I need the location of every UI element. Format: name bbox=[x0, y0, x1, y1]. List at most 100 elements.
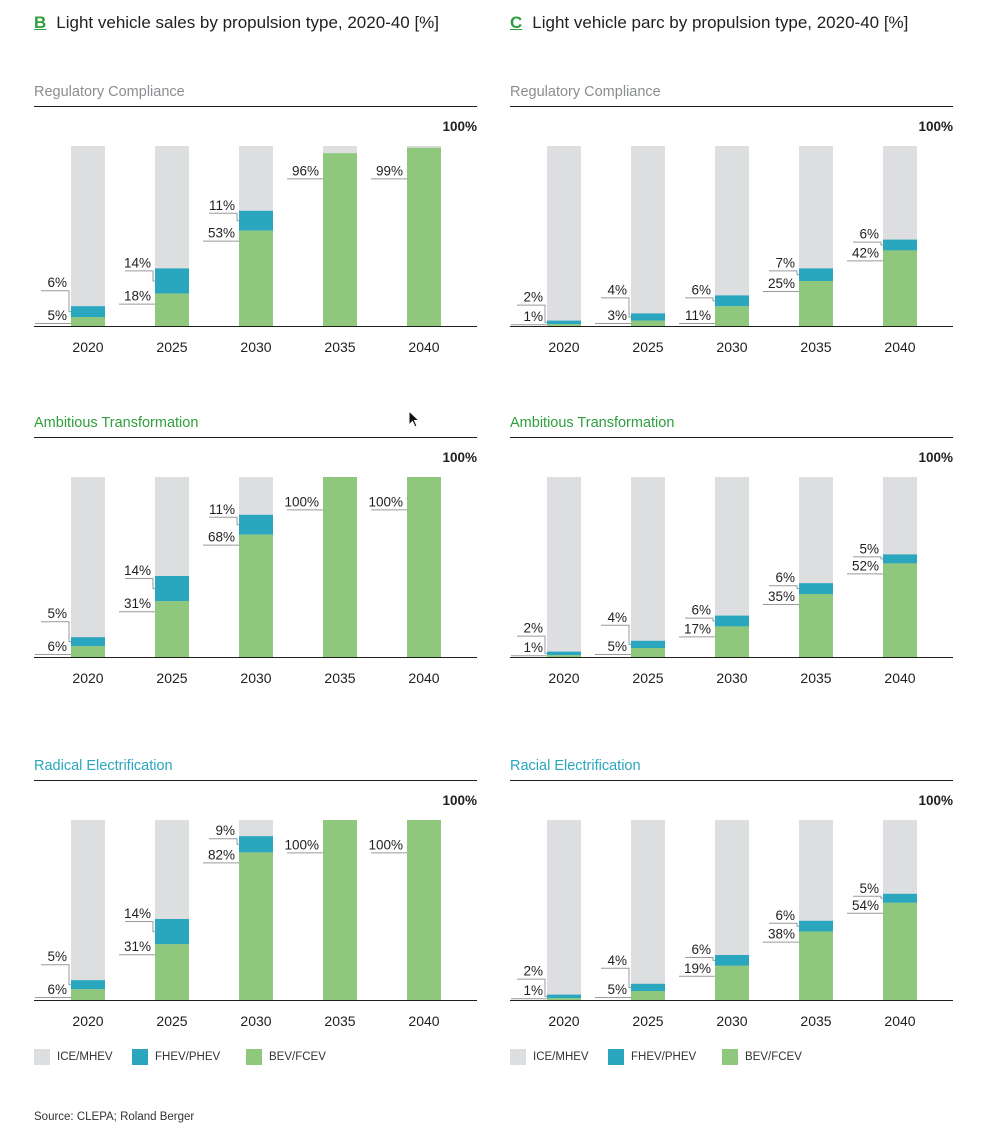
bar-bev bbox=[323, 477, 357, 657]
legend-label: ICE/MHEV bbox=[57, 1051, 113, 1063]
legend-item-ice: ICE/MHEV bbox=[510, 1049, 589, 1065]
legend-label: ICE/MHEV bbox=[533, 1051, 589, 1063]
category-label: 2025 bbox=[156, 339, 187, 355]
data-label-bev: 100% bbox=[368, 837, 403, 852]
bar-bev bbox=[407, 147, 441, 326]
leader-line bbox=[769, 270, 799, 276]
data-label-bev: 3% bbox=[607, 308, 627, 323]
leader-line bbox=[125, 921, 155, 933]
legend-swatch bbox=[722, 1049, 738, 1065]
data-label-bev: 68% bbox=[208, 530, 235, 545]
category-label: 2040 bbox=[408, 1013, 439, 1029]
bar-fhev bbox=[799, 268, 833, 281]
data-label-fhev: 4% bbox=[607, 282, 627, 297]
chart-panel-sales-radical: Radical Electrification 100% 2020 6% 5% 2025… bbox=[34, 758, 479, 1029]
bar-fhev bbox=[715, 295, 749, 307]
leader-line bbox=[601, 624, 631, 645]
bar-fhev bbox=[71, 637, 105, 647]
category-label: 2030 bbox=[240, 670, 271, 686]
data-label-fhev: 6% bbox=[775, 570, 795, 585]
bar-bev bbox=[547, 998, 581, 1000]
top-label-100: 100% bbox=[442, 793, 477, 808]
data-label-bev: 18% bbox=[124, 289, 151, 304]
data-label-bev: 5% bbox=[607, 639, 627, 654]
data-label-bev: 1% bbox=[523, 640, 543, 655]
bar-ice bbox=[631, 477, 665, 657]
top-label-100: 100% bbox=[918, 450, 953, 465]
data-label-bev: 100% bbox=[284, 837, 319, 852]
category-label: 2040 bbox=[408, 339, 439, 355]
heading-right-letter: C bbox=[510, 13, 523, 32]
bar-bev bbox=[547, 324, 581, 326]
bar-bev bbox=[799, 594, 833, 657]
data-label-fhev: 5% bbox=[859, 541, 879, 556]
divider bbox=[34, 106, 477, 107]
bar-ice bbox=[71, 477, 105, 657]
legend-swatch bbox=[510, 1049, 526, 1065]
bar-fhev bbox=[239, 514, 273, 535]
heading-left: B Light vehicle sales by propulsion type,… bbox=[34, 13, 439, 33]
bar-bev bbox=[407, 820, 441, 1000]
data-label-fhev: 5% bbox=[47, 949, 67, 964]
data-label-bev: 96% bbox=[292, 163, 319, 178]
data-label-bev: 25% bbox=[768, 276, 795, 291]
legend-item-bev: BEV/FCEV bbox=[722, 1049, 802, 1065]
leader-line bbox=[209, 838, 239, 845]
chart-svg: 100% 2020 6% 5% 2025 31% 14% 2030 68% 11% 2035 100%… bbox=[34, 450, 477, 686]
heading-right-text: Light vehicle parc by propulsion type, 2… bbox=[532, 13, 909, 32]
chart-panel-parc-radical: Racial Electrification 100% 2020 1% 2% 2025 5… bbox=[510, 758, 955, 1029]
divider bbox=[34, 437, 477, 438]
category-label: 2040 bbox=[884, 339, 915, 355]
heading-right: C Light vehicle parc by propulsion type, … bbox=[510, 13, 908, 33]
mouse-cursor-icon bbox=[408, 410, 420, 428]
leader-line bbox=[41, 621, 71, 643]
divider bbox=[510, 106, 953, 107]
category-label: 2020 bbox=[548, 670, 579, 686]
chart-svg: 100% 2020 6% 5% 2025 31% 14% 2030 82% 9% 2035 100% 2… bbox=[34, 793, 477, 1029]
leader-line bbox=[209, 516, 239, 526]
category-label: 2035 bbox=[800, 670, 831, 686]
bar-fhev bbox=[799, 920, 833, 932]
category-label: 2035 bbox=[324, 339, 355, 355]
scenario-title: Ambitious Transformation bbox=[510, 415, 675, 431]
data-label-bev: 100% bbox=[368, 494, 403, 509]
legend-swatch bbox=[608, 1049, 624, 1065]
leader-line bbox=[853, 556, 883, 560]
leader-line bbox=[601, 967, 631, 988]
category-label: 2030 bbox=[240, 1013, 271, 1029]
scenario-title: Radical Electrification bbox=[34, 758, 173, 774]
legend-swatch bbox=[132, 1049, 148, 1065]
bar-fhev bbox=[715, 615, 749, 627]
legend-item-ice: ICE/MHEV bbox=[34, 1049, 113, 1065]
bar-fhev bbox=[71, 980, 105, 990]
bar-bev bbox=[715, 626, 749, 657]
bar-bev bbox=[71, 989, 105, 1000]
category-label: 2040 bbox=[884, 670, 915, 686]
divider bbox=[34, 780, 477, 781]
bar-bev bbox=[155, 293, 189, 326]
category-label: 2035 bbox=[800, 1013, 831, 1029]
category-label: 2020 bbox=[548, 1013, 579, 1029]
data-label-bev: 31% bbox=[124, 939, 151, 954]
bar-bev bbox=[799, 281, 833, 326]
category-label: 2020 bbox=[72, 670, 103, 686]
data-label-bev: 5% bbox=[607, 982, 627, 997]
bar-bev bbox=[547, 655, 581, 657]
chart-panel-sales-regulatory: Regulatory Compliance 100% 2020 5% 6% 2025 18… bbox=[34, 84, 479, 355]
legend-label: BEV/FCEV bbox=[745, 1051, 802, 1063]
category-label: 2025 bbox=[156, 670, 187, 686]
data-label-bev: 82% bbox=[208, 847, 235, 862]
leader-line bbox=[685, 617, 715, 622]
category-label: 2030 bbox=[716, 339, 747, 355]
data-label-bev: 17% bbox=[684, 621, 711, 636]
data-label-bev: 19% bbox=[684, 961, 711, 976]
category-label: 2025 bbox=[632, 670, 663, 686]
data-label-fhev: 6% bbox=[859, 227, 879, 242]
bar-bev bbox=[407, 477, 441, 657]
leader-line bbox=[853, 895, 883, 899]
leader-line bbox=[517, 978, 547, 997]
leader-line bbox=[125, 270, 155, 282]
data-label-fhev: 11% bbox=[209, 502, 235, 517]
legend-label: FHEV/PHEV bbox=[155, 1051, 221, 1063]
legend-swatch bbox=[34, 1049, 50, 1065]
